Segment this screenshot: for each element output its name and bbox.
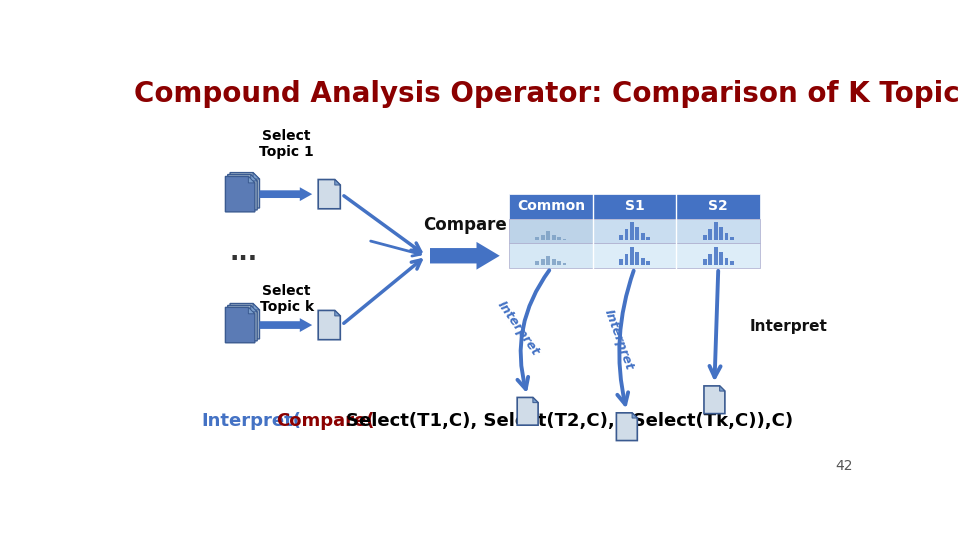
Polygon shape bbox=[251, 174, 257, 181]
FancyBboxPatch shape bbox=[713, 247, 717, 265]
Text: S1: S1 bbox=[625, 199, 644, 213]
Polygon shape bbox=[430, 242, 500, 269]
FancyBboxPatch shape bbox=[536, 237, 540, 240]
FancyBboxPatch shape bbox=[592, 194, 677, 219]
FancyBboxPatch shape bbox=[557, 261, 561, 265]
Text: Interpret: Interpret bbox=[750, 319, 828, 334]
Text: Compare(: Compare( bbox=[276, 411, 374, 429]
Polygon shape bbox=[517, 397, 539, 425]
Text: Interpret: Interpret bbox=[602, 307, 636, 372]
FancyBboxPatch shape bbox=[540, 235, 544, 240]
Text: Select
Topic 1: Select Topic 1 bbox=[259, 129, 314, 159]
Text: Compare: Compare bbox=[423, 216, 507, 234]
Polygon shape bbox=[632, 413, 637, 418]
FancyBboxPatch shape bbox=[730, 261, 733, 265]
Polygon shape bbox=[259, 318, 312, 332]
FancyBboxPatch shape bbox=[509, 244, 592, 268]
Text: Select
Topic k: Select Topic k bbox=[259, 284, 314, 314]
Text: Interpret: Interpret bbox=[494, 298, 542, 358]
FancyBboxPatch shape bbox=[563, 263, 566, 265]
FancyBboxPatch shape bbox=[625, 254, 629, 265]
FancyBboxPatch shape bbox=[630, 247, 634, 265]
FancyBboxPatch shape bbox=[557, 237, 561, 240]
Polygon shape bbox=[318, 179, 340, 209]
FancyBboxPatch shape bbox=[619, 259, 623, 265]
Polygon shape bbox=[533, 397, 539, 403]
FancyBboxPatch shape bbox=[546, 256, 550, 265]
FancyBboxPatch shape bbox=[725, 233, 729, 240]
Text: Common: Common bbox=[516, 199, 585, 213]
FancyBboxPatch shape bbox=[703, 235, 707, 240]
FancyBboxPatch shape bbox=[708, 230, 712, 240]
FancyBboxPatch shape bbox=[592, 244, 677, 268]
Polygon shape bbox=[228, 306, 257, 341]
FancyBboxPatch shape bbox=[641, 258, 645, 265]
Polygon shape bbox=[230, 303, 259, 339]
FancyBboxPatch shape bbox=[546, 231, 550, 240]
FancyBboxPatch shape bbox=[563, 239, 566, 240]
Polygon shape bbox=[335, 310, 340, 316]
FancyBboxPatch shape bbox=[677, 244, 760, 268]
Polygon shape bbox=[704, 386, 725, 414]
FancyBboxPatch shape bbox=[630, 222, 634, 240]
FancyBboxPatch shape bbox=[708, 254, 712, 265]
FancyBboxPatch shape bbox=[719, 252, 723, 265]
FancyBboxPatch shape bbox=[509, 194, 592, 219]
Polygon shape bbox=[616, 413, 637, 441]
Text: S2: S2 bbox=[708, 199, 729, 213]
FancyBboxPatch shape bbox=[636, 252, 639, 265]
Text: Select(T1,C), Select(T2,C),…Select(Tk,C)),C): Select(T1,C), Select(T2,C),…Select(Tk,C)… bbox=[346, 411, 793, 429]
FancyBboxPatch shape bbox=[552, 259, 556, 265]
Polygon shape bbox=[230, 173, 259, 208]
FancyBboxPatch shape bbox=[713, 222, 717, 240]
FancyBboxPatch shape bbox=[552, 235, 556, 240]
Text: Interpret(: Interpret( bbox=[202, 411, 301, 429]
FancyBboxPatch shape bbox=[540, 259, 544, 265]
Text: Compound Analysis Operator: Comparison of K Topics: Compound Analysis Operator: Comparison o… bbox=[134, 80, 960, 108]
FancyBboxPatch shape bbox=[646, 261, 650, 265]
Text: ...: ... bbox=[230, 241, 258, 266]
Polygon shape bbox=[259, 187, 312, 201]
FancyBboxPatch shape bbox=[703, 259, 707, 265]
Text: 42: 42 bbox=[835, 459, 852, 473]
FancyBboxPatch shape bbox=[641, 233, 645, 240]
FancyBboxPatch shape bbox=[646, 237, 650, 240]
Polygon shape bbox=[720, 386, 725, 391]
Polygon shape bbox=[228, 174, 257, 210]
Polygon shape bbox=[318, 310, 340, 340]
Polygon shape bbox=[253, 303, 259, 310]
Polygon shape bbox=[251, 306, 257, 312]
Polygon shape bbox=[253, 173, 259, 179]
Polygon shape bbox=[249, 307, 254, 314]
FancyBboxPatch shape bbox=[719, 227, 723, 240]
FancyBboxPatch shape bbox=[730, 237, 733, 240]
FancyBboxPatch shape bbox=[592, 219, 677, 244]
Polygon shape bbox=[226, 177, 254, 212]
FancyBboxPatch shape bbox=[619, 235, 623, 240]
FancyBboxPatch shape bbox=[636, 227, 639, 240]
FancyBboxPatch shape bbox=[536, 261, 540, 265]
FancyBboxPatch shape bbox=[625, 230, 629, 240]
Polygon shape bbox=[249, 177, 254, 183]
FancyBboxPatch shape bbox=[677, 219, 760, 244]
FancyBboxPatch shape bbox=[509, 219, 592, 244]
Polygon shape bbox=[226, 307, 254, 343]
Polygon shape bbox=[335, 179, 340, 185]
FancyBboxPatch shape bbox=[677, 194, 760, 219]
FancyBboxPatch shape bbox=[725, 258, 729, 265]
